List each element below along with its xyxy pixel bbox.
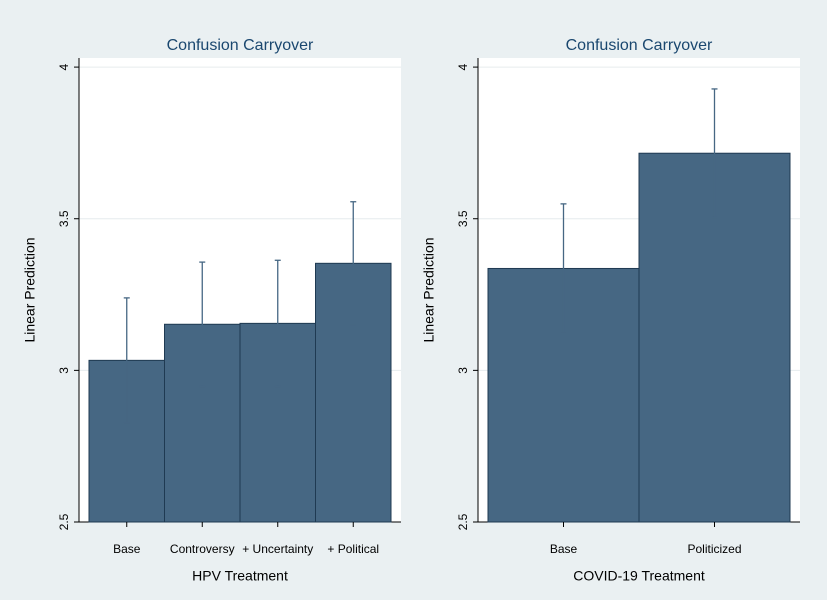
x-tick-label: Politicized <box>687 542 741 556</box>
x-tick-label: Controversy <box>170 542 235 556</box>
chart-title: Confusion Carryover <box>566 37 713 54</box>
y-tick-label: 4 <box>57 63 71 70</box>
y-tick-label: 2.5 <box>456 513 470 530</box>
y-tick-label: 2.5 <box>57 513 71 530</box>
y-tick-label: 4 <box>456 63 470 70</box>
y-axis-title: Linear Prediction <box>22 237 38 342</box>
x-tick-label: + Political <box>327 542 379 556</box>
x-axis-title: HPV Treatment <box>192 568 288 584</box>
x-tick-label: Base <box>550 542 578 556</box>
x-tick-label: Base <box>113 542 141 556</box>
y-axis-title: Linear Prediction <box>421 237 437 342</box>
y-tick-label: 3.5 <box>456 210 470 227</box>
y-tick-label: 3.5 <box>57 210 71 227</box>
y-tick-label: 3 <box>57 367 71 374</box>
chart-title: Confusion Carryover <box>167 37 314 54</box>
y-tick-label: 3 <box>456 367 470 374</box>
x-axis-title: COVID-19 Treatment <box>573 568 705 584</box>
x-tick-label: + Uncertainty <box>242 542 313 556</box>
